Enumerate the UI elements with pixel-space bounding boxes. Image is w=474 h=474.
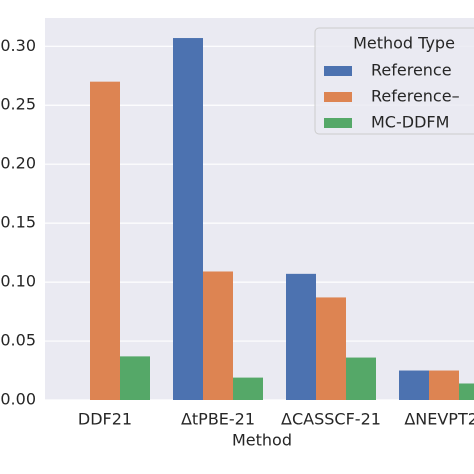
x-tick-label: ΔNEVPT2-: [404, 410, 474, 429]
y-tick-label: 0.00: [0, 390, 36, 409]
x-axis-label: Method: [232, 431, 292, 450]
x-tick-label: DDF21: [78, 410, 132, 429]
legend-swatch: [324, 66, 352, 76]
x-tick-label: ΔtPBE-21: [181, 410, 255, 429]
y-tick-label: 0.30: [0, 36, 36, 55]
bar: [459, 383, 474, 400]
legend-label: Reference–: [371, 87, 460, 106]
legend-label: Reference: [371, 61, 452, 80]
legend-swatch: [324, 118, 352, 128]
y-tick-label: 0.05: [0, 331, 36, 350]
bar: [316, 297, 346, 400]
legend-title: Method Type: [353, 34, 455, 53]
bar: [120, 356, 150, 400]
legend-label: MC-DDFM: [371, 113, 449, 132]
legend-box: [314, 27, 474, 135]
y-tick-label: 0.10: [0, 272, 36, 291]
bar: [203, 271, 233, 400]
bar: [173, 38, 203, 400]
bar: [399, 370, 429, 400]
legend-swatch: [324, 92, 352, 102]
y-tick-label: 0.15: [0, 213, 36, 232]
y-tick-label: 0.25: [0, 95, 36, 114]
bar: [346, 357, 376, 400]
bar: [90, 81, 120, 401]
bar: [429, 370, 459, 400]
bar: [233, 377, 263, 400]
bar: [286, 273, 316, 400]
x-tick-label: ΔCASSCF-21: [281, 410, 381, 429]
y-tick-label: 0.20: [0, 154, 36, 173]
